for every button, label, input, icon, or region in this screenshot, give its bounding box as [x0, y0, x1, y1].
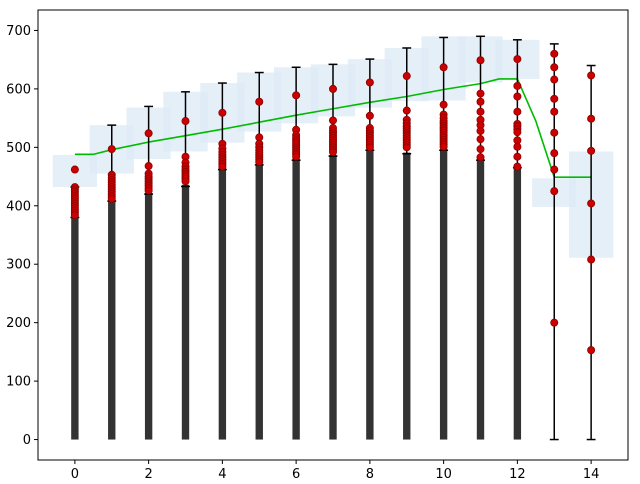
data-point — [513, 162, 522, 171]
data-point — [107, 194, 116, 203]
data-point — [513, 107, 522, 116]
x-tick-label: 12 — [509, 467, 526, 480]
data-point — [328, 148, 337, 157]
data-point — [550, 107, 559, 116]
x-tick-label: 0 — [71, 467, 79, 480]
data-point — [144, 162, 153, 171]
data-point — [550, 94, 559, 103]
x-tick-label: 14 — [583, 467, 600, 480]
data-point — [587, 346, 596, 355]
bar — [476, 159, 485, 440]
x-tick-label: 2 — [144, 467, 152, 480]
data-point — [70, 165, 79, 174]
data-point — [587, 255, 596, 264]
y-tick-label: 700 — [6, 24, 31, 39]
data-point — [402, 72, 411, 81]
data-point — [365, 111, 374, 120]
data-point — [587, 199, 596, 208]
data-point — [476, 145, 485, 154]
data-point — [476, 56, 485, 65]
data-point — [513, 152, 522, 161]
data-point — [107, 145, 116, 154]
data-point — [292, 91, 301, 100]
data-point — [439, 142, 448, 151]
data-point — [513, 128, 522, 137]
data-point — [144, 129, 153, 138]
x-tick-label: 8 — [366, 467, 374, 480]
data-point — [476, 153, 485, 162]
data-point — [513, 92, 522, 101]
bar — [292, 159, 300, 440]
x-tick-label: 4 — [218, 467, 226, 480]
data-point — [513, 81, 522, 90]
y-tick-label: 400 — [6, 199, 31, 214]
bar — [144, 192, 153, 440]
data-point — [181, 177, 190, 186]
data-point — [513, 142, 522, 151]
y-tick-label: 300 — [6, 258, 31, 273]
x-tick-label: 6 — [292, 467, 300, 480]
data-point — [550, 318, 559, 327]
data-point — [550, 187, 559, 196]
bar — [108, 199, 116, 440]
data-point — [587, 71, 596, 80]
bar — [218, 167, 227, 440]
data-point — [476, 107, 485, 116]
data-point — [70, 211, 79, 220]
data-point — [476, 135, 485, 144]
plot-frame — [37, 9, 629, 461]
bar — [439, 149, 448, 440]
data-point — [292, 152, 301, 161]
bar — [329, 154, 337, 440]
y-tick-label: 100 — [6, 375, 31, 390]
data-point — [365, 143, 374, 152]
data-point — [365, 78, 374, 87]
x-tick-label: 10 — [435, 467, 452, 480]
data-point — [476, 126, 485, 135]
data-point — [476, 97, 485, 106]
data-point — [218, 108, 227, 117]
data-point — [328, 84, 337, 93]
y-tick-label: 500 — [6, 141, 31, 156]
bar — [255, 164, 263, 440]
bar — [71, 217, 79, 440]
bar — [403, 152, 411, 440]
data-point — [218, 162, 227, 171]
data-point — [550, 75, 559, 84]
data-point — [550, 128, 559, 137]
data-point — [255, 97, 264, 106]
data-point — [181, 117, 190, 126]
data-point — [402, 106, 411, 115]
y-tick-label: 200 — [6, 316, 31, 331]
data-point — [550, 49, 559, 58]
data-point — [587, 114, 596, 123]
data-point — [328, 116, 337, 125]
data-point — [550, 165, 559, 174]
data-point — [550, 149, 559, 158]
data-point — [439, 63, 448, 72]
y-tick-label: 600 — [6, 82, 31, 97]
data-point — [402, 143, 411, 152]
bar — [366, 149, 374, 440]
data-point — [587, 146, 596, 155]
data-point — [550, 63, 559, 72]
data-point — [144, 186, 153, 195]
bar — [181, 184, 190, 440]
data-point — [513, 55, 522, 64]
data-point — [255, 157, 264, 166]
data-point — [476, 89, 485, 98]
bar — [513, 166, 522, 440]
y-tick-label: 0 — [23, 433, 31, 448]
data-point — [439, 100, 448, 109]
